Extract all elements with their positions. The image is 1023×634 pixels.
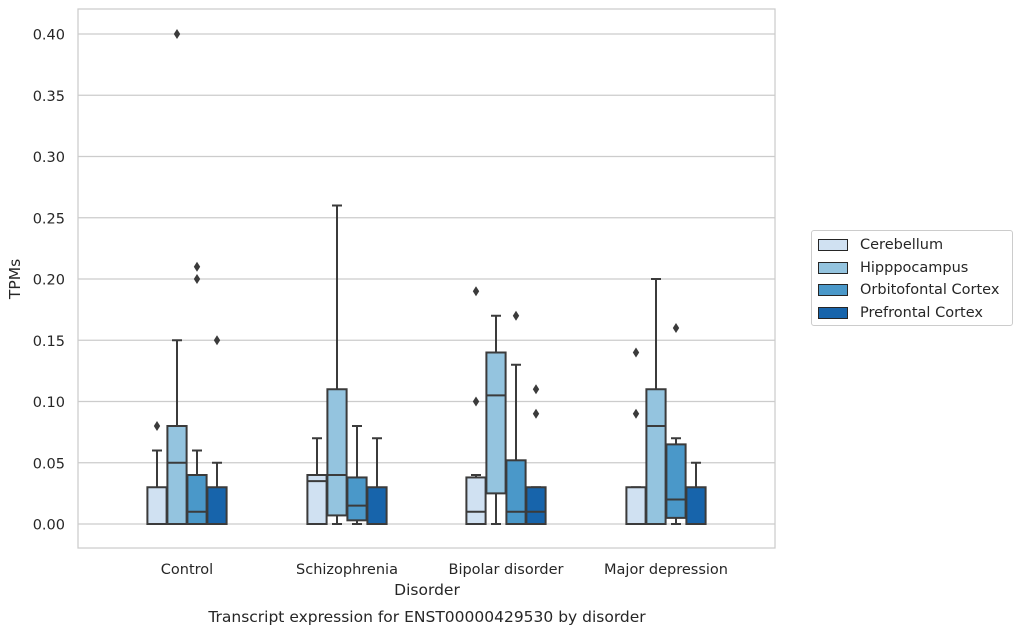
- box: [166, 425, 188, 525]
- x-tick-label: Bipolar disorder: [449, 562, 564, 578]
- outlier-point: [173, 29, 181, 39]
- y-tick-labels: 0.00 0.05 0.10 0.15 0.20 0.25 0.30 0.35 0.40: [33, 28, 65, 534]
- box-group: [326, 204, 348, 525]
- box: [146, 486, 168, 525]
- box: [366, 486, 388, 525]
- outlier-point: [153, 421, 161, 431]
- box: [186, 474, 208, 525]
- box: [505, 459, 527, 525]
- legend-swatch-prefrontal-cortex: [818, 307, 848, 319]
- legend-label-hippocampus: Hipppocampus: [860, 260, 969, 276]
- legend-item-orbitofrontal-cortex: Orbitofontal Cortex: [818, 280, 999, 300]
- legend-label-orbitofrontal-cortex: Orbitofontal Cortex: [860, 282, 1000, 298]
- box-group: [485, 314, 507, 525]
- box: [206, 486, 228, 525]
- legend-swatch-hippocampus: [818, 262, 848, 274]
- legend: Cerebellum Hipppocampus Orbitofontal Cor…: [811, 230, 1013, 326]
- outlier-point: [472, 286, 480, 297]
- box: [326, 388, 348, 517]
- box-group: [206, 335, 228, 525]
- y-tick-label: 0.15: [33, 334, 65, 350]
- y-tick-label: 0.35: [33, 89, 65, 105]
- y-tick-label: 0.10: [33, 395, 65, 411]
- legend-label-cerebellum: Cerebellum: [860, 237, 944, 253]
- outlier-point: [672, 323, 680, 333]
- legend-item-prefrontal-cortex: Prefrontal Cortex: [818, 303, 983, 323]
- box: [306, 474, 328, 525]
- outlier-point: [632, 347, 640, 358]
- box-plots: [146, 29, 707, 526]
- box: [625, 486, 647, 525]
- chart-title: Transcript expression for ENST0000042953…: [207, 608, 646, 626]
- box: [645, 388, 667, 525]
- box: [525, 486, 547, 525]
- outlier-point: [213, 335, 221, 346]
- x-tick-label: Schizophrenia: [296, 562, 398, 578]
- legend-item-cerebellum: Cerebellum: [818, 235, 943, 255]
- box: [685, 486, 707, 525]
- box-group: [146, 421, 168, 525]
- plot-frame: [77, 8, 776, 549]
- y-tick-label: 0.25: [33, 211, 65, 227]
- x-axis-label: Disorder: [394, 581, 460, 599]
- y-tick-label: 0.05: [33, 456, 65, 472]
- legend-label-prefrontal-cortex: Prefrontal Cortex: [860, 305, 983, 321]
- box-group: [525, 384, 547, 525]
- outlier-point: [532, 408, 540, 419]
- box-group: [685, 461, 707, 525]
- outlier-point: [512, 310, 520, 321]
- x-tick-label: Control: [161, 562, 213, 578]
- outlier-point: [532, 384, 540, 395]
- box: [665, 443, 687, 519]
- box-group: [645, 278, 667, 525]
- box-group: [665, 323, 687, 525]
- box-group: [186, 261, 208, 525]
- box-group: [505, 310, 527, 525]
- y-axis-label: TPMs: [6, 259, 24, 300]
- legend-swatch-orbitofrontal-cortex: [818, 284, 848, 296]
- box: [346, 476, 368, 522]
- legend-swatch-cerebellum: [818, 239, 848, 251]
- x-tick-label: Major depression: [604, 562, 728, 578]
- box: [485, 351, 507, 495]
- box-group: [166, 29, 188, 525]
- x-tick-labels: Control Schizophrenia Bipolar disorder Majo…: [161, 562, 728, 578]
- y-tick-label: 0.00: [33, 518, 65, 534]
- y-tick-label: 0.20: [33, 273, 65, 289]
- y-tick-label: 0.30: [33, 150, 65, 166]
- outlier-point: [193, 261, 201, 272]
- box: [465, 476, 487, 526]
- box-group: [346, 425, 368, 525]
- box-group: [625, 347, 647, 525]
- outlier-point: [632, 408, 640, 419]
- box-group: [306, 437, 328, 525]
- y-tick-label: 0.40: [33, 28, 65, 44]
- outlier-point: [193, 274, 201, 284]
- box-group: [366, 437, 388, 525]
- legend-item-hippocampus: Hipppocampus: [818, 258, 968, 278]
- outlier-point: [472, 396, 480, 407]
- box-group: [465, 286, 487, 526]
